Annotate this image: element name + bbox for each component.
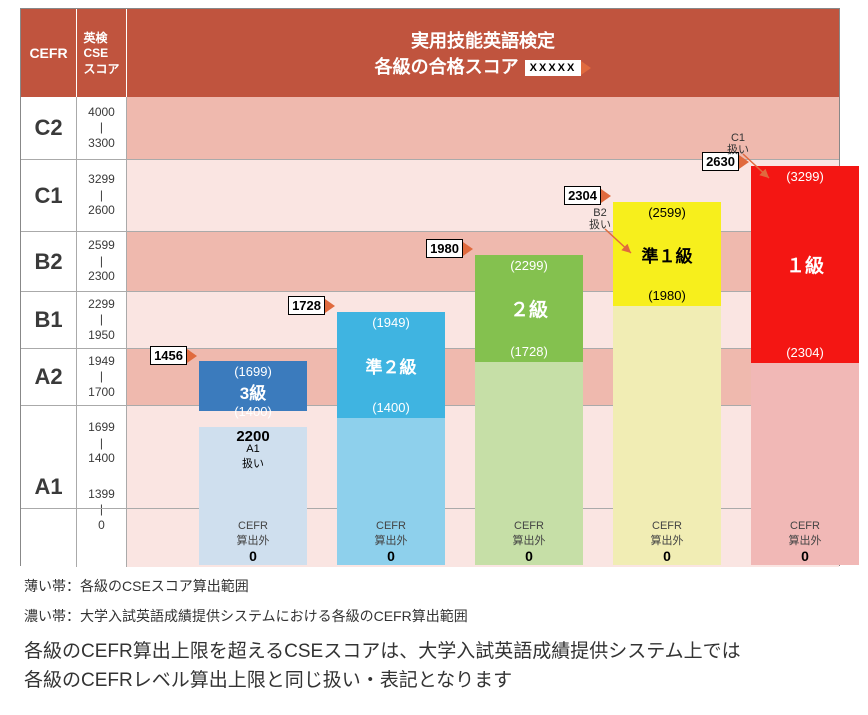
bar-column-4: CEFR算出外03400(3299)１級(2304) — [751, 95, 859, 565]
legend-note-1: 薄い帯：各級のCSEスコア算出範囲 — [24, 576, 848, 596]
pass-score-3: 2304 — [564, 186, 611, 205]
bar-column-0: CEFR算出外02200A1扱い(1699)3級(1400) — [199, 95, 307, 565]
bar-column-1: CEFR算出外02400A2扱い(1949)準２級(1400) — [337, 95, 445, 565]
pass-score-2: 1980 — [426, 239, 473, 258]
explanatory-note: 各級のCEFR算出上限を超えるCSEスコアは、大学入試英語成績提供システム上では… — [24, 638, 848, 695]
header-cefr: CEFR — [21, 9, 77, 97]
bar-column-2: CEFR算出外02600B1扱い(2299)２級(1728) — [475, 95, 583, 565]
pass-score-1: 1728 — [288, 296, 335, 315]
header-title: 実用技能英語検定各級の合格スコアXXXXX — [127, 9, 839, 97]
legend-note-2: 濃い帯：大学入試英語成績提供システムにおける各級のCEFR算出範囲 — [24, 606, 848, 626]
header-cse: 英検CSEスコア — [77, 9, 127, 97]
pass-score-0: 1456 — [150, 346, 197, 365]
treatment-note: B2扱い — [589, 207, 611, 231]
treatment-note: C1扱い — [727, 132, 749, 156]
cefr-cse-chart: CEFR英検CSEスコア実用技能英語検定各級の合格スコアXXXXXC24000|… — [20, 8, 840, 566]
